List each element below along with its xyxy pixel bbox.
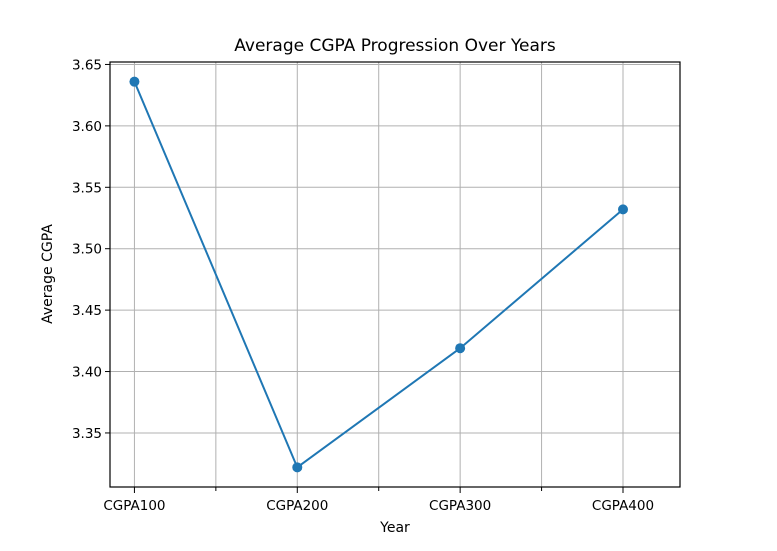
y-tick-label: 3.45 (72, 303, 102, 319)
x-tick-label: CGPA100 (103, 498, 165, 514)
y-axis: 3.35 3.40 3.45 3.50 3.55 3.60 3.65 (72, 57, 110, 442)
y-axis-label: Average CGPA (40, 224, 56, 324)
data-point (618, 204, 628, 215)
plot-frame (109, 61, 681, 488)
series-line (129, 76, 628, 473)
data-point (129, 76, 140, 87)
y-tick-label: 3.40 (72, 365, 102, 381)
x-tick-label: CGPA300 (429, 498, 491, 514)
x-axis: CGPA100 CGPA200 CGPA300 CGPA400 (103, 487, 654, 514)
y-tick-label: 3.65 (72, 57, 102, 73)
grid-lines (110, 62, 680, 487)
data-point (455, 343, 466, 354)
chart-title: Average CGPA Progression Over Years (234, 36, 556, 56)
x-axis-label: Year (379, 520, 410, 536)
y-tick-label: 3.50 (72, 242, 102, 258)
x-tick-label: CGPA400 (592, 498, 654, 514)
x-tick-label: CGPA200 (266, 498, 328, 514)
data-point (292, 462, 303, 473)
y-tick-label: 3.60 (72, 119, 102, 135)
y-tick-label: 3.35 (72, 426, 102, 442)
series-path (133, 81, 624, 469)
y-tick-label: 3.55 (72, 180, 102, 196)
